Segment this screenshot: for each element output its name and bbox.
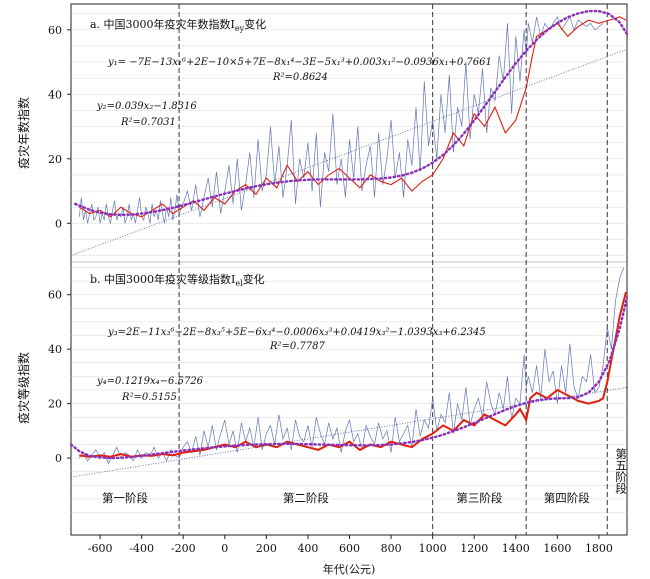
series-poly_fit-line (69, 296, 629, 460)
series-poly_fit-line (74, 9, 629, 217)
panel-b-r2-1: R²=0.7787 (269, 341, 326, 352)
panel-a-equation-2: y₂=0.039x₂−1.8316 (96, 101, 197, 112)
series-raw-line (79, 267, 625, 465)
x-tick-label: 1600 (543, 542, 571, 555)
panel-a-equation-1: y₁= −7E−13x₁⁶+2E−10×5+7E−8x₁⁴−3E−5x₁³+0.… (107, 57, 492, 68)
panel-b-title: b. 中国3000年疫灾等级指数Iel变化 (90, 272, 265, 288)
y-tick-label: 20 (48, 398, 62, 411)
y-tick-label: 60 (48, 289, 62, 302)
stage-label: 第三阶段 (456, 491, 502, 505)
y-tick-label: 0 (55, 217, 62, 230)
plot-frame (70, 3, 628, 536)
stage-label: 第四阶段 (544, 491, 590, 505)
x-tick-label: -600 (88, 542, 113, 555)
x-axis-label: 年代(公元) (323, 562, 376, 576)
x-tick-label: -400 (129, 542, 154, 555)
panel-b-y-axis-label: 疫灾等级指数 (16, 352, 31, 424)
y-tick-label: 0 (55, 452, 62, 465)
x-tick-label: 200 (256, 542, 277, 555)
panel-a-title: a. 中国3000年疫灾年数指数Iey变化 (90, 17, 266, 33)
series-linear_fit-line (70, 386, 628, 478)
stage-label: 第一阶段 (102, 491, 148, 505)
panel-a-r2-1: R²=0.8624 (272, 72, 328, 83)
panel-a-y-axis-label: 疫灾年数指数 (16, 97, 31, 169)
y-tick-label: 40 (48, 343, 62, 356)
panel-b-equation-2: y₄=0.1219x₄−6.5726 (96, 376, 204, 387)
series-smoothed-line (79, 291, 627, 458)
series-linear_fit-line (70, 48, 628, 256)
x-tick-label: 1800 (585, 542, 613, 555)
panel-a-r2-2: R²=0.7031 (120, 117, 176, 128)
panel-b-r2-2: R²=0.5155 (121, 392, 177, 403)
x-tick-label: 1400 (502, 542, 530, 555)
y-tick-label: 40 (48, 88, 62, 101)
x-tick-label: 400 (297, 542, 318, 555)
x-tick-label: -200 (171, 542, 196, 555)
panel-b-equation-1: y₃=2E−11x₃⁶−2E−8x₃⁵+5E−6x₃⁴−0.0006x₃³+0.… (107, 327, 486, 338)
y-tick-label: 60 (48, 24, 62, 37)
stage-label: 第五阶段 (614, 447, 628, 495)
series-raw-line (78, 16, 604, 224)
x-tick-label: 1000 (419, 542, 447, 555)
x-tick-label: 0 (221, 542, 228, 555)
x-tick-label: 600 (339, 542, 360, 555)
stage-label: 第二阶段 (283, 491, 329, 505)
x-tick-label: 800 (381, 542, 402, 555)
y-tick-label: 20 (48, 153, 62, 166)
x-tick-label: 1200 (460, 542, 488, 555)
